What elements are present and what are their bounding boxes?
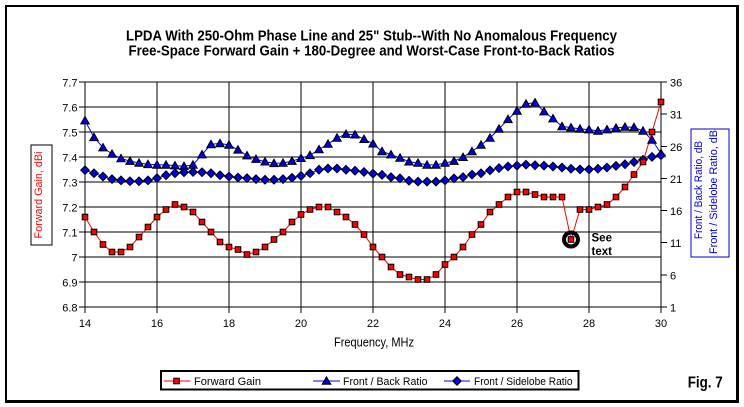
svg-text:21: 21 xyxy=(670,174,682,186)
svg-text:18: 18 xyxy=(223,318,235,330)
svg-text:7.6: 7.6 xyxy=(62,103,77,115)
svg-text:16: 16 xyxy=(670,206,682,218)
svg-text:36: 36 xyxy=(670,78,682,90)
svg-text:7.7: 7.7 xyxy=(62,78,77,90)
svg-text:1: 1 xyxy=(670,303,676,315)
svg-text:Forward Gain, dBi: Forward Gain, dBi xyxy=(33,152,45,239)
svg-text:6: 6 xyxy=(670,270,676,282)
svg-text:Front / Sidelobe Ratio, dB: Front / Sidelobe Ratio, dB xyxy=(708,130,720,254)
svg-text:20: 20 xyxy=(295,318,307,330)
svg-text:22: 22 xyxy=(367,318,379,330)
svg-text:Front / Back Ratio: Front / Back Ratio xyxy=(343,376,428,388)
svg-text:7.2: 7.2 xyxy=(62,203,77,215)
svg-text:LPDA With 250-Ohm Phase Line a: LPDA With 250-Ohm Phase Line and 25" Stu… xyxy=(126,27,618,44)
svg-text:16: 16 xyxy=(151,318,163,330)
svg-text:24: 24 xyxy=(439,318,451,330)
svg-text:See: See xyxy=(592,233,612,245)
svg-text:6.9: 6.9 xyxy=(62,278,77,290)
svg-text:26: 26 xyxy=(670,142,682,154)
svg-text:7.5: 7.5 xyxy=(62,128,77,140)
svg-text:26: 26 xyxy=(511,318,523,330)
svg-text:14: 14 xyxy=(79,318,91,330)
svg-text:Free-Space Forward Gain + 180-: Free-Space Forward Gain + 180-Degree and… xyxy=(129,42,615,59)
svg-text:7.1: 7.1 xyxy=(62,228,77,240)
svg-text:Front / Sidelobe Ratio: Front / Sidelobe Ratio xyxy=(474,376,573,388)
svg-text:30: 30 xyxy=(655,318,667,330)
svg-text:28: 28 xyxy=(583,318,595,330)
svg-text:7: 7 xyxy=(71,253,77,265)
svg-text:Forward Gain: Forward Gain xyxy=(194,376,261,388)
svg-text:text: text xyxy=(592,246,613,258)
svg-text:Frequency, MHz: Frequency, MHz xyxy=(334,335,414,350)
svg-text:31: 31 xyxy=(670,110,682,122)
svg-text:Front / Back Ratio, dB: Front / Back Ratio, dB xyxy=(693,141,705,239)
svg-text:Fig. 7: Fig. 7 xyxy=(688,375,723,392)
svg-text:7.4: 7.4 xyxy=(62,153,77,165)
svg-text:6.8: 6.8 xyxy=(62,303,77,315)
svg-text:7.3: 7.3 xyxy=(62,178,77,190)
svg-text:11: 11 xyxy=(670,238,681,250)
